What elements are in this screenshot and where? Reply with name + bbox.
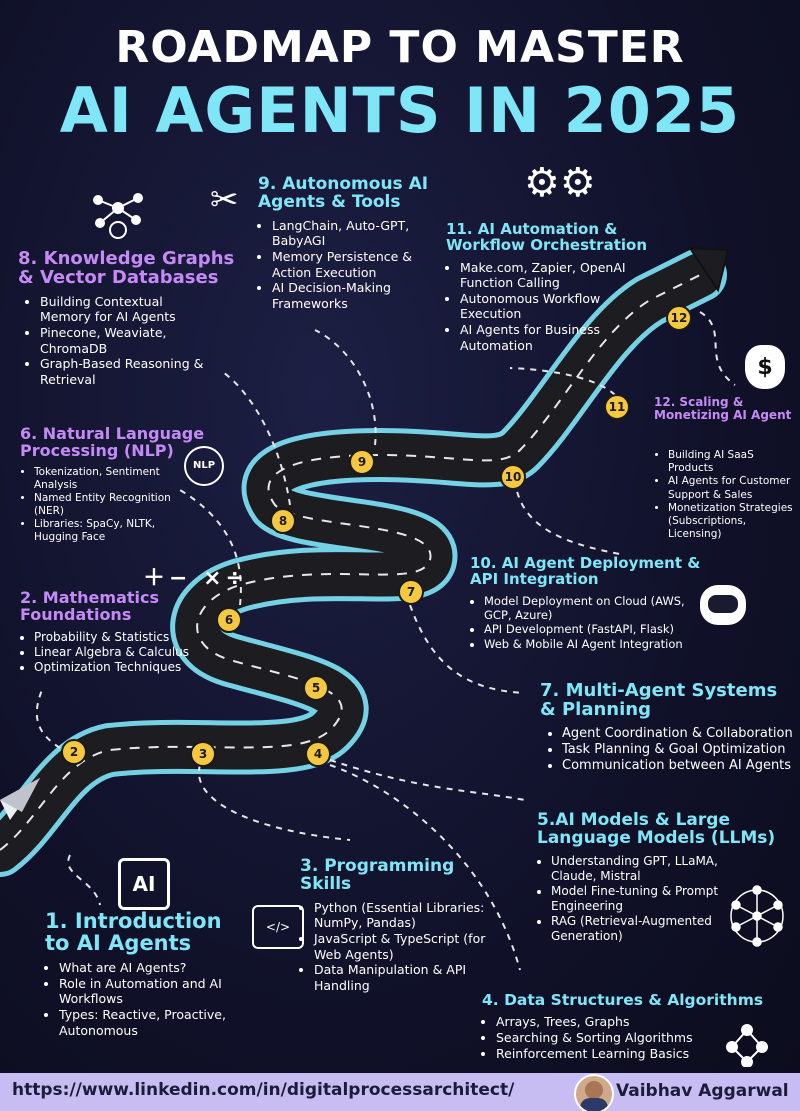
- section-2-item: Probability & Statistics: [34, 630, 220, 645]
- section-12-title: 12. Scaling & Monetizing AI Agent: [654, 396, 792, 422]
- section-6-title: 6. Natural Language Processing (NLP): [20, 424, 205, 460]
- robot-icon: [700, 585, 746, 625]
- section-8-item: Building Contextual Memory for AI Agents: [40, 294, 210, 325]
- section-10-item: Model Deployment on Cloud (AWS, GCP, Azu…: [484, 594, 694, 623]
- section-7-item: Agent Coordination & Collaboration: [562, 726, 798, 742]
- step-marker-10: 10: [500, 464, 526, 490]
- section-10-item: API Development (FastAPI, Flask): [484, 622, 694, 636]
- section-3-item: Data Manipulation & API Handling: [314, 962, 505, 993]
- section-11-title: 11. AI Automation & Workflow Orchestrati…: [446, 220, 647, 254]
- section-2-item: Linear Algebra & Calculus: [34, 645, 220, 660]
- money-bag-icon: $: [745, 345, 785, 389]
- linkedin-url-link[interactable]: https://www.linkedin.com/in/digitalproce…: [12, 1080, 515, 1100]
- section-5: 5.AI Models & Large Language Models (LLM…: [537, 810, 787, 944]
- section-11: 11. AI Automation & Workflow Orchestrati…: [446, 220, 666, 353]
- section-7: 7. Multi-Agent Systems & Planning Agent …: [540, 680, 798, 775]
- section-7-title: 7. Multi-Agent Systems & Planning: [540, 680, 778, 720]
- section-6: 6. Natural Language Processing (NLP) Tok…: [20, 424, 210, 544]
- step-marker-7: 7: [398, 579, 424, 605]
- section-9: 9. Autonomous AI Agents & Tools LangChai…: [258, 174, 458, 311]
- section-2-item: Optimization Techniques: [34, 660, 220, 675]
- section-1-item: Role in Automation and AI Workflows: [59, 976, 235, 1007]
- footer-bar: https://www.linkedin.com/in/digitalproce…: [0, 1073, 800, 1111]
- step-marker-8: 8: [270, 508, 296, 534]
- section-3: 3. Programming Skills Python (Essential …: [300, 856, 505, 993]
- section-4-title: 4. Data Structures & Algorithms: [482, 991, 764, 1009]
- section-12-item: Monetization Strategies (Subscriptions, …: [668, 502, 800, 541]
- section-4: 4. Data Structures & Algorithms Arrays, …: [482, 992, 782, 1061]
- section-8: 8. Knowledge Graphs & Vector Databases B…: [18, 248, 258, 388]
- section-12-item: AI Agents for Customer Support & Sales: [668, 475, 800, 501]
- tools-icon: ✂: [210, 180, 239, 220]
- section-4-item: Arrays, Trees, Graphs: [496, 1014, 782, 1030]
- tree-structure-icon: [726, 1024, 768, 1067]
- section-9-item: AI Decision-Making Frameworks: [272, 280, 442, 311]
- section-4-item: Searching & Sorting Algorithms: [496, 1030, 782, 1046]
- section-11-item: Autonomous Workflow Execution: [460, 291, 635, 322]
- section-11-item: AI Agents for Business Automation: [460, 322, 635, 353]
- section-3-item: JavaScript & TypeScript (for Web Agents): [314, 931, 505, 962]
- section-2-title: 2. Mathematics Foundations: [20, 588, 159, 624]
- section-10-title: 10. AI Agent Deployment & API Integratio…: [470, 554, 701, 588]
- author-name: Vaibhav Aggarwal: [616, 1081, 789, 1101]
- section-8-item: Graph-Based Reasoning & Retrieval: [40, 356, 210, 387]
- section-9-item: Memory Persistence & Action Execution: [272, 249, 442, 280]
- knowledge-graph-icon: [93, 193, 143, 239]
- section-9-item: LangChain, Auto-GPT, BabyAGI: [272, 218, 442, 249]
- section-8-item: Pinecone, Weaviate, ChromaDB: [40, 325, 210, 356]
- section-7-item: Communication between AI Agents: [562, 758, 798, 774]
- section-6-item: Named Entity Recognition (NER): [34, 492, 184, 518]
- section-8-title: 8. Knowledge Graphs & Vector Databases: [18, 248, 235, 288]
- section-5-title: 5.AI Models & Large Language Models (LLM…: [537, 810, 776, 848]
- section-3-item: Python (Essential Libraries: NumPy, Pand…: [314, 900, 505, 931]
- section-5-item: Model Fine-tuning & Prompt Engineering: [551, 884, 731, 914]
- section-5-item: RAG (Retrieval-Augmented Generation): [551, 914, 731, 944]
- step-marker-6: 6: [216, 607, 242, 633]
- section-1: 1. Introduction to AI Agents What are AI…: [45, 910, 235, 1038]
- math-symbols-icon: ＋− ×÷: [143, 566, 248, 591]
- step-marker-2: 2: [61, 739, 87, 765]
- section-1-item: Types: Reactive, Proactive, Autonomous: [59, 1007, 235, 1038]
- section-12-item: Building AI SaaS Products: [668, 449, 800, 475]
- section-5-item: Understanding GPT, LLaMA, Claude, Mistra…: [551, 854, 731, 884]
- section-9-title: 9. Autonomous AI Agents & Tools: [258, 174, 429, 212]
- section-6-item: Tokenization, Sentiment Analysis: [34, 466, 184, 492]
- step-marker-3: 3: [190, 741, 216, 767]
- section-2: 2. Mathematics Foundations Probability &…: [20, 588, 220, 675]
- step-marker-11: 11: [604, 394, 630, 420]
- section-4-item: Reinforcement Learning Basics: [496, 1046, 782, 1062]
- section-12: 12. Scaling & Monetizing AI Agent Buildi…: [654, 396, 800, 541]
- section-7-item: Task Planning & Goal Optimization: [562, 742, 798, 758]
- step-marker-9: 9: [349, 449, 375, 475]
- nlp-icon: NLP: [184, 446, 224, 486]
- gears-icon: ⚙⚙: [524, 160, 596, 206]
- neural-network-icon: [730, 885, 784, 947]
- section-11-item: Make.com, Zapier, OpenAI Function Callin…: [460, 260, 635, 291]
- section-10-item: Web & Mobile AI Agent Integration: [484, 637, 694, 651]
- ai-chip-icon: AI: [118, 858, 170, 910]
- section-1-item: What are AI Agents?: [59, 960, 235, 976]
- section-1-title: 1. Introduction to AI Agents: [45, 909, 222, 956]
- section-6-item: Libraries: SpaCy, NLTK, Hugging Face: [34, 518, 184, 544]
- title-line-2: AI AGENTS IN 2025: [59, 74, 741, 147]
- step-marker-4: 4: [305, 741, 331, 767]
- section-10: 10. AI Agent Deployment & API Integratio…: [470, 554, 710, 651]
- avatar: [574, 1074, 614, 1111]
- section-3-title: 3. Programming Skills: [300, 856, 455, 894]
- developer-icon: </>: [252, 905, 304, 949]
- title-line-1: ROADMAP TO MASTER: [115, 22, 685, 73]
- step-marker-5: 5: [303, 675, 329, 701]
- step-marker-12: 12: [666, 305, 692, 331]
